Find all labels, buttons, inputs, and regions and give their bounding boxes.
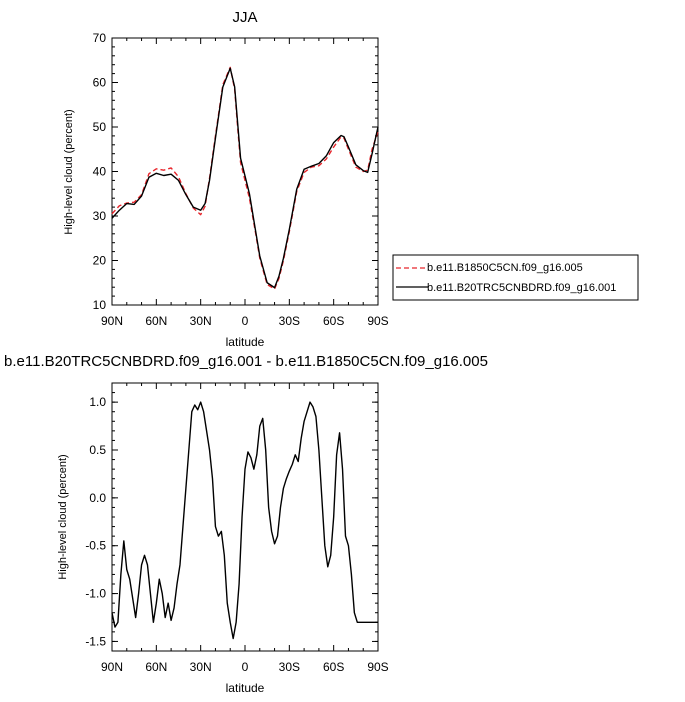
- y-tick-label: 0.0: [89, 491, 106, 505]
- legend-label-experiment: b.e11.B20TRC5CNBDRD.f09_g16.001: [427, 282, 616, 294]
- x-tick-label: 60S: [323, 314, 344, 328]
- x-tick-label: 30N: [190, 660, 212, 674]
- y-tick-label: 10: [93, 298, 107, 312]
- top-panel: JJA 90N 60N 30N 0 30S 60S 90S 10 20 30 40 50 60 70 la…: [63, 9, 389, 349]
- legend-box: [392, 254, 639, 301]
- x-tick-label: 60N: [145, 660, 167, 674]
- x-tick-label: 0: [242, 314, 249, 328]
- bottom-panel-title: b.e11.B20TRC5CNBDRD.f09_g16.001 - b.e11.…: [4, 353, 488, 370]
- x-tick-label: 30N: [190, 314, 212, 328]
- bottom-series: [111, 401, 378, 640]
- y-tick-label: 1.0: [89, 395, 106, 409]
- y-tick-label: 0.5: [89, 443, 106, 457]
- bottom-x-axis-label: latitude: [226, 681, 265, 695]
- legend: b.e11.B1850C5CN.f09_g16.005 b.e11.B20TRC…: [392, 254, 639, 301]
- y-tick-label: 70: [93, 31, 107, 45]
- x-tick-label: 90S: [367, 314, 388, 328]
- top-axes: 90N 60N 30N 0 30S 60S 90S 10 20 30 40 50 60 70: [93, 31, 389, 328]
- y-tick-label: -1.5: [85, 634, 106, 648]
- y-tick-label: 60: [93, 76, 107, 90]
- top-plot-frame: [111, 37, 379, 306]
- legend-label-control: b.e11.B1850C5CN.f09_g16.005: [427, 262, 583, 274]
- series-line-1: [111, 67, 379, 289]
- x-tick-label: 90N: [101, 314, 123, 328]
- y-tick-label: 30: [93, 209, 107, 223]
- top-series: [111, 66, 379, 290]
- y-tick-label: -0.5: [85, 539, 106, 553]
- series-line-0: [111, 66, 379, 290]
- y-tick-label: 20: [93, 254, 107, 268]
- top-panel-title: JJA: [232, 9, 257, 26]
- bottom-panel: b.e11.B20TRC5CNBDRD.f09_g16.001 - b.e11.…: [4, 353, 488, 695]
- bottom-y-axis-label: High-level cloud (percent): [57, 454, 69, 579]
- series-line-0: [111, 401, 378, 640]
- x-tick-label: 90N: [101, 660, 123, 674]
- x-tick-label: 90S: [367, 660, 388, 674]
- top-y-axis-label: High-level cloud (percent): [63, 109, 75, 234]
- y-tick-label: -1.0: [85, 587, 106, 601]
- x-tick-label: 30S: [279, 660, 300, 674]
- x-tick-label: 30S: [279, 314, 300, 328]
- bottom-axes: 90N 60N 30N 0 30S 60S 90S -1.5 -1.0 -0.5 0.0 0.5 1.0: [85, 382, 389, 674]
- x-tick-label: 60N: [145, 314, 167, 328]
- top-x-axis-label: latitude: [226, 335, 265, 349]
- y-tick-label: 50: [93, 120, 107, 134]
- y-tick-label: 40: [93, 165, 107, 179]
- x-tick-label: 0: [242, 660, 249, 674]
- x-tick-label: 60S: [323, 660, 344, 674]
